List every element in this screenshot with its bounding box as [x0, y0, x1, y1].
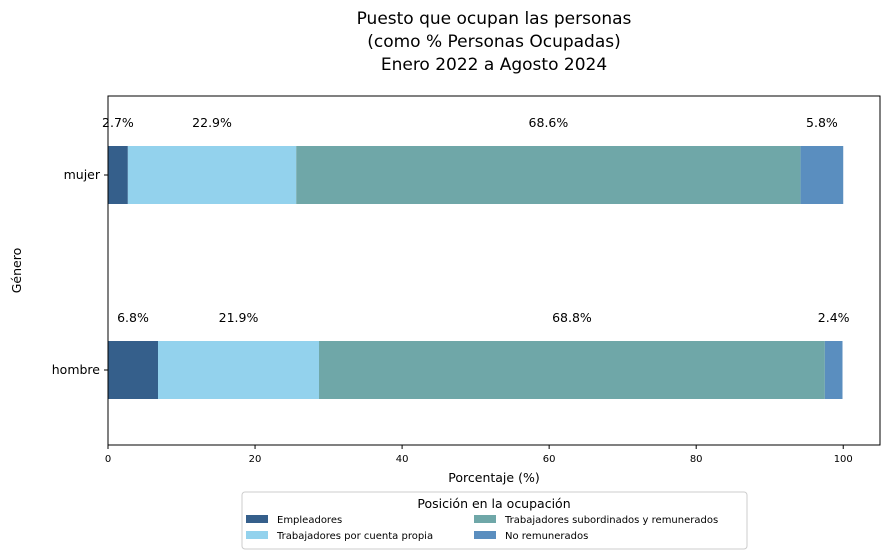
legend: Posición en la ocupación Empleadores Trab… — [241, 491, 748, 550]
data-label-hombre-series-0: 6.8% — [117, 310, 149, 325]
legend-label-0: Empleadores — [277, 515, 342, 526]
legend-swatch-0 — [246, 515, 268, 523]
data-label-mujer-series-1: 22.9% — [192, 115, 232, 130]
chart-title-line-3: Enero 2022 a Agosto 2024 — [381, 55, 607, 75]
x-tick-label-40: 40 — [396, 454, 409, 465]
legend-items: Empleadores Trabajadores por cuenta propi… — [246, 515, 718, 542]
bar-mujer-series-1 — [127, 146, 297, 204]
chart-title: Puesto que ocupan las personas (como % P… — [357, 9, 632, 75]
x-tick-label-80: 80 — [690, 454, 703, 465]
legend-label-1: Trabajadores por cuenta propia — [276, 531, 433, 542]
bar-hombre-series-3 — [824, 341, 843, 399]
legend-swatch-2 — [474, 515, 496, 523]
bar-mujer-series-0 — [108, 146, 128, 204]
chart-title-line-2: (como % Personas Ocupadas) — [367, 32, 621, 52]
bar-hombre-series-0 — [108, 341, 158, 399]
x-tick-label-20: 20 — [249, 454, 262, 465]
x-axis: 0 20 40 60 80 100 — [105, 445, 853, 465]
y-tick-label-mujer: mujer — [64, 167, 101, 182]
legend-label-2: Trabajadores subordinados y remunerados — [504, 515, 718, 526]
bar-hombre-series-2 — [319, 341, 825, 399]
y-tick-label-hombre: hombre — [52, 362, 101, 377]
data-labels-layer: 2.7% 22.9% 68.6% 5.8% 6.8% 21.9% 68.8% 2.4% — [102, 115, 850, 325]
data-label-mujer-series-2: 68.6% — [529, 115, 569, 130]
bar-hombre-series-1 — [157, 341, 320, 399]
data-label-hombre-series-3: 2.4% — [818, 310, 850, 325]
legend-swatch-3 — [474, 531, 496, 539]
x-tick-label-100: 100 — [834, 454, 853, 465]
legend-title: Posición en la ocupación — [417, 496, 570, 511]
data-label-mujer-series-3: 5.8% — [806, 115, 838, 130]
bar-mujer-series-2 — [296, 146, 801, 204]
chart-title-line-1: Puesto que ocupan las personas — [357, 9, 632, 29]
legend-label-3: No remunerados — [505, 531, 588, 542]
data-label-mujer-series-0: 2.7% — [102, 115, 134, 130]
data-label-hombre-series-1: 21.9% — [219, 310, 259, 325]
y-axis: mujer hombre — [52, 167, 108, 377]
x-axis-label: Porcentaje (%) — [448, 470, 539, 485]
y-axis-label: Género — [9, 248, 24, 294]
bars-layer — [108, 146, 844, 399]
x-tick-label-0: 0 — [105, 454, 111, 465]
x-tick-label-60: 60 — [543, 454, 556, 465]
legend-swatch-1 — [246, 531, 268, 539]
plot-frame — [107, 95, 881, 446]
bar-mujer-series-3 — [800, 146, 844, 204]
data-label-hombre-series-2: 68.8% — [552, 310, 592, 325]
